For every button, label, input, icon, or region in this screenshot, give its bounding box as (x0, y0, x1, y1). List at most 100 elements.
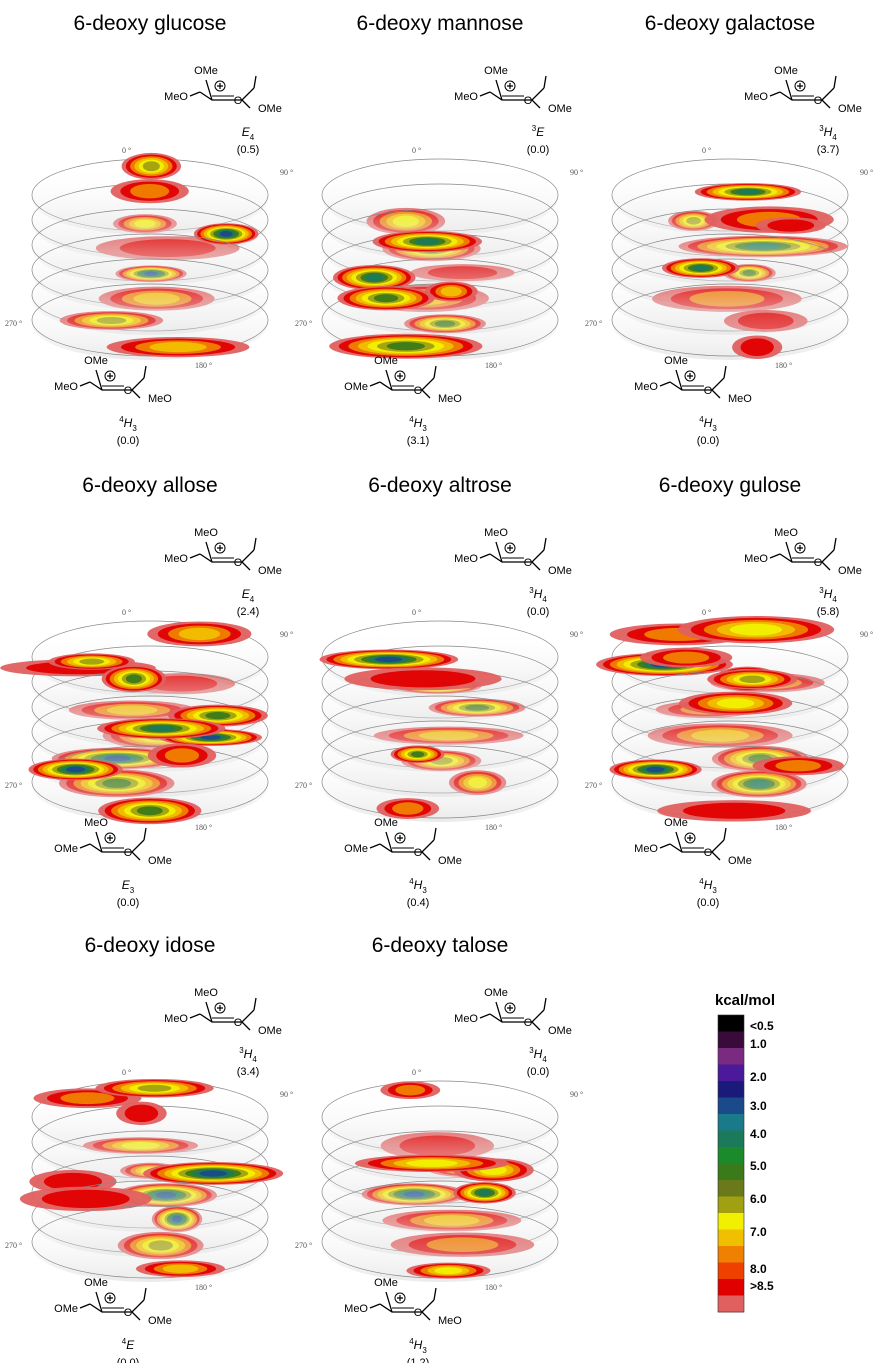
conformer-label: E4 (242, 125, 255, 142)
legend-swatch (718, 1015, 744, 1032)
relative-energy: (1.2) (407, 1357, 430, 1363)
angle-label: 90 ° (280, 630, 293, 639)
atom-label: MeO (774, 527, 798, 539)
conformer-sub: 3 (422, 886, 427, 895)
relative-energy: (0.0) (527, 606, 550, 618)
conformer-label: 3H4 (819, 586, 837, 604)
ring-bond (480, 76, 546, 108)
energy-blob (730, 624, 782, 636)
relative-energy: (0.0) (697, 435, 720, 447)
legend-swatch (718, 1246, 744, 1263)
energy-blob (137, 806, 163, 815)
atom-label: O (234, 557, 243, 569)
energy-blob (179, 628, 221, 640)
energy-blob (392, 802, 423, 815)
angle-label: 180 ° (775, 361, 792, 370)
panel-title: 6-deoxy talose (372, 934, 509, 957)
atom-label: OMe (838, 103, 862, 115)
relative-energy: (0.0) (117, 435, 140, 447)
angle-label: 90 ° (570, 168, 583, 177)
atom-label: OMe (54, 1303, 78, 1315)
atom-label: MeO (438, 393, 462, 405)
energy-blob (767, 219, 814, 231)
angle-label: 0 ° (412, 146, 421, 155)
angle-label: 180 ° (195, 1283, 212, 1292)
conformer-sub: 4 (542, 1055, 547, 1064)
conformer-sub: 4 (832, 595, 837, 604)
conformer-label: 4H3 (409, 415, 427, 433)
atom-label: OMe (374, 1277, 398, 1289)
ring-bond (480, 538, 546, 570)
atom-label: OMe (484, 65, 508, 77)
atom-label: O (414, 847, 423, 859)
angle-label: 180 ° (485, 823, 502, 832)
energy-blob (79, 659, 104, 665)
conformer-sub: 3 (422, 424, 427, 433)
energy-blob (375, 657, 403, 662)
energy-blob (365, 274, 383, 282)
atom-label: O (814, 557, 823, 569)
atom-label: O (234, 95, 243, 107)
angle-label: 270 ° (5, 1241, 22, 1250)
conformer-sub: 3 (422, 1346, 427, 1355)
energy-blob (371, 670, 476, 687)
atom-label: MeO (194, 527, 218, 539)
legend-swatch (718, 1065, 744, 1082)
relative-energy: (5.8) (817, 606, 840, 618)
atom-label: O (124, 385, 133, 397)
panel-title: 6-deoxy mannose (357, 12, 524, 35)
legend-label: 8.0 (750, 1262, 767, 1276)
energy-blob (205, 712, 230, 719)
molecule: OMeOMeOOMe (454, 527, 572, 577)
conformer-base: H (824, 587, 833, 601)
atom-label: OMe (548, 103, 572, 115)
atom-label: MeO (164, 91, 188, 103)
atom-label: OMe (194, 65, 218, 77)
conformer-base: H (704, 878, 713, 892)
relative-energy: (0.0) (117, 897, 140, 909)
conformer-label: 4H3 (409, 1337, 427, 1355)
legend-label: 1.0 (750, 1037, 767, 1051)
legend-swatch (718, 1296, 744, 1313)
atom-label: OMe (258, 1025, 282, 1037)
energy-blob (143, 161, 160, 171)
atom-label: O (814, 95, 823, 107)
energy-blob (415, 238, 439, 244)
ring-bond (190, 76, 256, 108)
conformer-sub: 3 (712, 424, 717, 433)
atom-label: O (414, 385, 423, 397)
legend-label: 6.0 (750, 1192, 767, 1206)
legend-swatch (718, 1131, 744, 1148)
atom-label: OMe (774, 65, 798, 77)
angle-label: 0 ° (702, 146, 711, 155)
energy-blob (775, 760, 821, 771)
energy-blob (736, 189, 760, 194)
molecule: OOMeOMeMeO (344, 355, 462, 405)
energy-blob (199, 1170, 227, 1176)
molecule: OMeOMeOOMe (164, 527, 282, 577)
molecule: OOMeMeOOMe (454, 65, 572, 115)
relative-energy: (2.4) (237, 606, 260, 618)
relative-energy: (0.4) (407, 897, 430, 909)
conformer-base: H (534, 1047, 543, 1061)
angle-label: 270 ° (585, 781, 602, 790)
conformer-base: E (536, 125, 545, 139)
angle-label: 0 ° (122, 608, 131, 617)
conformer-sub: 3 (712, 886, 717, 895)
ring-bond (190, 998, 256, 1030)
atom-label: OMe (344, 843, 368, 855)
atom-label: MeO (164, 1013, 188, 1025)
legend-label: 5.0 (750, 1159, 767, 1173)
angle-label: 270 ° (585, 319, 602, 328)
atom-label: O (124, 1307, 133, 1319)
relative-energy: (0.0) (697, 897, 720, 909)
ring-bond (190, 538, 256, 570)
ring-bond (660, 366, 726, 398)
energy-blob (60, 1092, 114, 1104)
atom-label: MeO (84, 817, 108, 829)
angle-label: 270 ° (5, 781, 22, 790)
legend-label: 3.0 (750, 1099, 767, 1113)
molecule: OOMeMeOMeO (54, 355, 172, 405)
panel-title: 6-deoxy allose (82, 474, 217, 497)
atom-label: OMe (84, 1277, 108, 1289)
